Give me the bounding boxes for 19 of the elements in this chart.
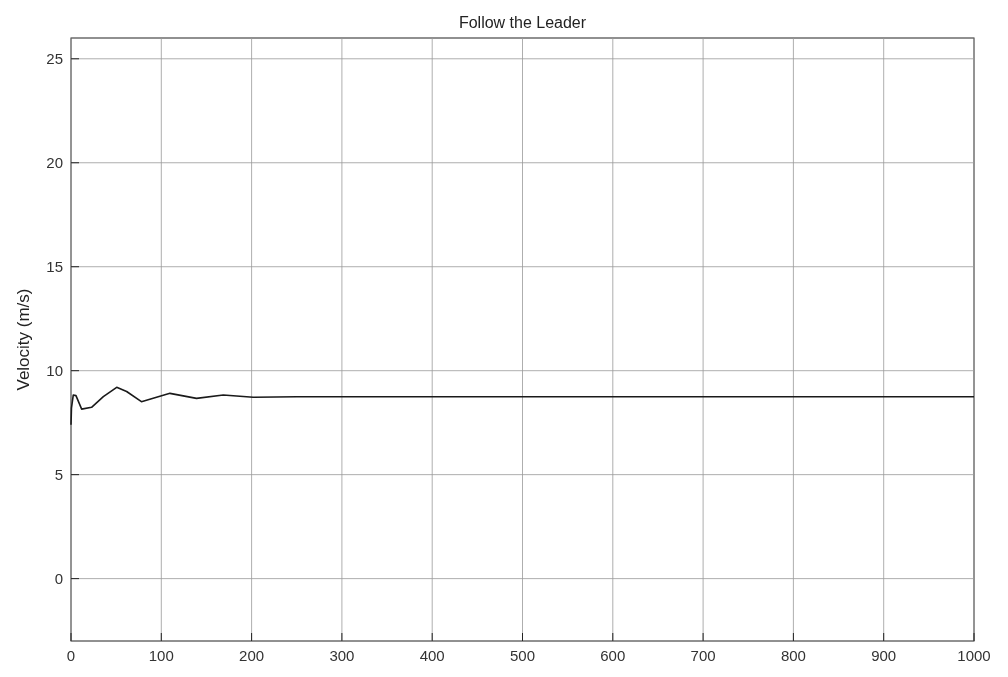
- y-axis-title: Velocity (m/s): [14, 288, 33, 391]
- x-tick-label: 700: [690, 647, 716, 664]
- y-tick-label: 15: [46, 257, 63, 275]
- x-tick-label: 900: [871, 647, 897, 664]
- x-tick-label: 400: [419, 647, 445, 664]
- x-tick-label: 200: [239, 647, 265, 664]
- y-tick-label: 0: [54, 569, 63, 587]
- y-tick-label: 25: [46, 49, 63, 67]
- x-tick-label: 300: [329, 647, 355, 664]
- chart-title: Follow the Leader: [458, 14, 587, 31]
- y-tick-label: 20: [46, 153, 63, 171]
- x-tick-label: 1000: [957, 647, 991, 664]
- y-tick-label: 5: [54, 465, 63, 483]
- x-tick-label: 800: [780, 647, 806, 664]
- x-tick-label: 500: [509, 647, 536, 664]
- x-tick-label: 600: [600, 647, 626, 664]
- y-tick-label: 10: [46, 361, 63, 379]
- x-tick-label: 0: [66, 647, 76, 664]
- x-tick-label: 100: [148, 647, 174, 664]
